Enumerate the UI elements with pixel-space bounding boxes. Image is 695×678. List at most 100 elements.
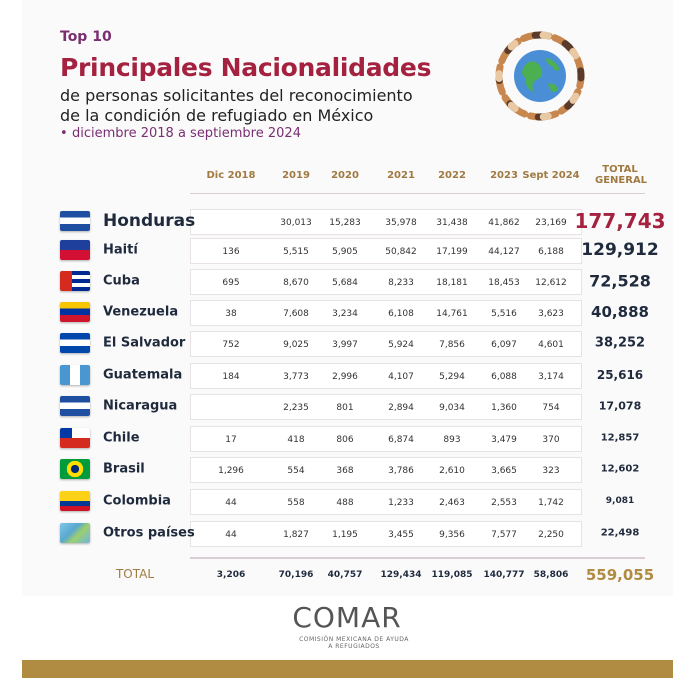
total-cell: 140,777: [483, 570, 525, 580]
cell: 38: [225, 309, 237, 319]
cell: 9,034: [439, 403, 465, 413]
cell: 184: [222, 372, 240, 382]
cell: 370: [542, 435, 560, 445]
cell: 6,088: [491, 372, 517, 382]
cell: 18,453: [488, 278, 520, 288]
top-label: Top 10: [60, 29, 112, 45]
cell: 323: [542, 466, 560, 476]
country-name: Cuba: [103, 273, 140, 289]
cell: 30,013: [280, 218, 312, 228]
cell: 554: [287, 466, 305, 476]
cell: 3,997: [332, 340, 358, 350]
cell: 6,108: [388, 309, 414, 319]
header-rule: [190, 193, 645, 194]
row-total: 129,912: [581, 240, 659, 260]
cell: 2,996: [332, 372, 358, 382]
country-name: Venezuela: [103, 304, 179, 320]
column-header: 2023: [490, 170, 518, 181]
cell: 2,894: [388, 403, 414, 413]
cell: 3,455: [388, 530, 414, 540]
column-header: Dic 2018: [206, 170, 256, 181]
total-label: TOTAL: [115, 567, 155, 581]
row-box: [190, 426, 582, 452]
row-total: 25,616: [596, 368, 644, 382]
cell: 5,924: [388, 340, 414, 350]
row-box: [190, 394, 582, 420]
flag: [60, 396, 90, 416]
flag: [60, 428, 90, 448]
country-name: Guatemala: [103, 367, 183, 383]
bullet: •: [60, 126, 68, 141]
row-box: [190, 238, 582, 264]
cell: 558: [287, 498, 305, 508]
country-name: Colombia: [103, 493, 171, 509]
row-total: 9,081: [605, 496, 635, 506]
cell: 17,199: [436, 247, 468, 257]
cell: 31,438: [436, 218, 468, 228]
cell: 3,234: [332, 309, 358, 319]
comar-subtitle: COMISIÓN MEXICANA DE AYUDA A REFUGIADOS: [299, 636, 409, 650]
logo-hands: [495, 31, 585, 121]
cell: 3,623: [538, 309, 564, 319]
date: diciembre 2018 a septiembre 2024: [72, 126, 301, 141]
row-total: 12,602: [600, 463, 640, 475]
cell: 3,773: [283, 372, 309, 382]
cell: 41,862: [488, 218, 520, 228]
column-header: TOTAL GENERAL: [595, 164, 648, 186]
cell: 6,188: [538, 247, 564, 257]
cell: 8,233: [388, 278, 414, 288]
cell: 23,169: [535, 218, 567, 228]
row-box: [190, 331, 582, 357]
cell: 18,181: [436, 278, 468, 288]
row-total: 40,888: [591, 303, 649, 321]
country-name: Otros países: [103, 525, 195, 541]
cell: 15,283: [329, 218, 361, 228]
column-header: 2022: [438, 170, 466, 181]
cell: 4,107: [388, 372, 414, 382]
row-box: [190, 521, 582, 547]
flag: [60, 302, 90, 322]
row-total: 17,078: [598, 399, 642, 413]
column-header: 2019: [282, 170, 310, 181]
cell: 754: [542, 403, 560, 413]
cell: 1,296: [218, 466, 244, 476]
cell: 35,978: [385, 218, 417, 228]
column-header: 2021: [387, 170, 415, 181]
cell: 5,516: [491, 309, 517, 319]
country-name: Honduras: [103, 211, 196, 231]
cell: 44: [225, 498, 237, 508]
cell: 9,025: [283, 340, 309, 350]
cell: 1,742: [538, 498, 564, 508]
total-cell: 129,434: [380, 570, 422, 580]
cell: 1,233: [388, 498, 414, 508]
cell: 801: [336, 403, 354, 413]
cell: 3,479: [491, 435, 517, 445]
flag: [60, 333, 90, 353]
cell: 1,827: [283, 530, 309, 540]
country-name: Chile: [103, 430, 140, 446]
subtitle: de la condición de refugiado en México: [60, 106, 374, 125]
row-box: [190, 489, 582, 515]
country-name: Brasil: [103, 461, 145, 477]
total-cell: 3,206: [216, 570, 246, 580]
flag: [60, 211, 90, 231]
cell: 5,684: [332, 278, 358, 288]
total-cell: 58,806: [533, 570, 569, 580]
cell: 1,195: [332, 530, 358, 540]
cell: 2,610: [439, 466, 465, 476]
cell: 2,553: [491, 498, 517, 508]
cell: 50,842: [385, 247, 417, 257]
cell: 3,786: [388, 466, 414, 476]
row-box: [190, 209, 582, 235]
total-rule: [190, 557, 645, 559]
globe-land: [522, 58, 560, 92]
flag: [60, 240, 90, 260]
cell: 6,097: [491, 340, 517, 350]
flag: [60, 271, 90, 291]
cell: 806: [336, 435, 354, 445]
cell: 136: [222, 247, 240, 257]
row-box: [190, 457, 582, 483]
country-name: Haití: [103, 242, 138, 258]
title: Principales Nacionalidades: [60, 53, 432, 82]
